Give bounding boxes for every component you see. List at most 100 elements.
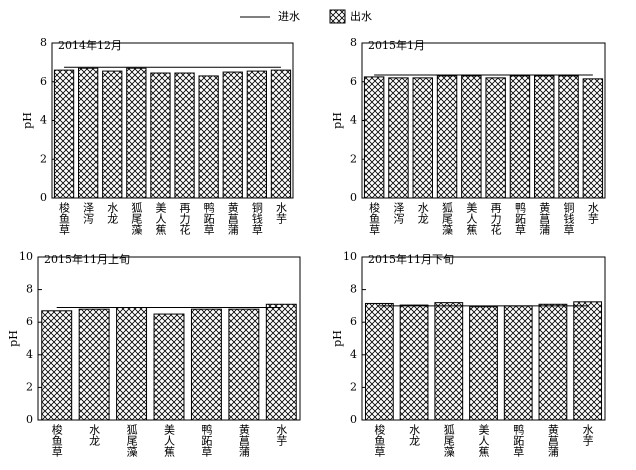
y-tick-label: 8 (350, 283, 357, 296)
x-tick-label: 黄菖蒲 (237, 423, 250, 457)
bar (198, 75, 219, 199)
bar (265, 303, 297, 421)
bar (503, 305, 533, 421)
y-tick-label: 10 (19, 250, 33, 263)
x-tick-label: 鸭跖草 (513, 202, 526, 235)
x-tick-label: 梭鱼草 (368, 201, 381, 235)
bar (582, 78, 604, 199)
x-tick-label: 水龙 (416, 202, 429, 224)
y-tick-label: 6 (40, 75, 47, 88)
chart-title: 2015年1月 (368, 38, 425, 52)
bar (436, 75, 458, 199)
legend-label: 进水 (278, 10, 300, 23)
y-tick-label: 2 (26, 380, 33, 393)
x-tick-label: 泽泻 (82, 202, 95, 224)
y-tick-label: 2 (350, 152, 357, 165)
y-tick-label: 0 (350, 413, 357, 426)
bar (150, 72, 171, 199)
y-tick-label: 10 (343, 250, 357, 263)
bar (485, 77, 506, 199)
x-tick-label: 水龙 (88, 424, 101, 446)
bar (41, 310, 73, 421)
x-tick-label: 水龙 (106, 202, 119, 224)
chart-title: 2015年11月下旬 (368, 252, 454, 266)
bar (573, 301, 603, 421)
bar (270, 69, 292, 199)
bar (461, 75, 482, 199)
bar (53, 69, 75, 199)
y-tick-label: 4 (350, 114, 357, 127)
bar (102, 70, 123, 199)
x-tick-label: 黄菖蒲 (538, 201, 551, 235)
legend-swatch (329, 9, 346, 24)
bar (78, 308, 110, 421)
x-tick-label: 再力花 (178, 202, 191, 235)
y-tick-label: 6 (350, 315, 357, 328)
x-tick-label: 铜钱草 (250, 201, 263, 235)
y-tick-label: 0 (26, 413, 33, 426)
bar (364, 302, 394, 421)
bar (116, 307, 148, 421)
x-tick-label: 水芋 (586, 202, 599, 224)
legend: 进水 出水 (240, 9, 372, 24)
bar (509, 75, 531, 199)
bar (126, 67, 147, 199)
y-axis-label: pH (331, 112, 344, 129)
bar (153, 313, 185, 421)
x-tick-label: 美人蕉 (465, 202, 478, 236)
bar (78, 67, 99, 199)
bar (190, 308, 222, 421)
y-tick-label: 4 (40, 114, 47, 127)
y-tick-label: 0 (350, 191, 357, 204)
bar (222, 71, 243, 199)
bar (412, 77, 433, 199)
y-tick-label: 2 (40, 152, 47, 165)
y-tick-label: 4 (350, 348, 357, 361)
bar (246, 70, 267, 199)
x-tick-label: 鸭跖草 (200, 424, 213, 457)
bar (558, 75, 579, 199)
x-tick-label: 美人蕉 (163, 424, 176, 458)
y-tick-label: 0 (40, 191, 47, 204)
x-tick-label: 美人蕉 (477, 424, 490, 458)
x-tick-label: 狐尾藻 (442, 423, 455, 458)
x-tick-label: 狐尾藻 (130, 201, 143, 236)
bar (388, 77, 409, 199)
legend-label: 出水 (350, 9, 372, 23)
x-tick-label: 鸭跖草 (512, 424, 525, 457)
bar (538, 303, 568, 421)
x-tick-label: 梭鱼草 (58, 201, 71, 235)
y-tick-label: 8 (40, 36, 47, 49)
y-tick-label: 8 (26, 283, 33, 296)
y-tick-label: 6 (350, 75, 357, 88)
y-axis-label: pH (331, 330, 344, 347)
bar (363, 76, 385, 199)
bar (228, 308, 260, 421)
x-tick-label: 再力花 (489, 202, 502, 235)
x-tick-label: 铜钱草 (562, 201, 575, 235)
x-tick-label: 黄菖蒲 (226, 201, 239, 235)
chart-title: 2014年12月 (58, 38, 122, 52)
y-tick-label: 4 (26, 348, 33, 361)
y-tick-label: 8 (350, 36, 357, 49)
x-tick-label: 泽泻 (392, 202, 405, 224)
x-tick-label: 水芋 (581, 424, 594, 446)
bar (469, 306, 498, 421)
x-tick-label: 美人蕉 (154, 202, 167, 236)
x-tick-label: 鸭跖草 (202, 202, 215, 235)
x-tick-label: 水芋 (274, 202, 287, 224)
y-axis-label: pH (21, 112, 34, 129)
bar (434, 302, 464, 421)
y-tick-label: 2 (350, 380, 357, 393)
y-axis-label: pH (7, 330, 20, 347)
bar (399, 304, 429, 421)
x-tick-label: 水龙 (408, 424, 421, 446)
y-tick-label: 6 (26, 315, 33, 328)
x-tick-label: 狐尾藻 (125, 423, 138, 458)
x-tick-label: 水芋 (275, 424, 288, 446)
x-tick-label: 黄菖蒲 (546, 423, 559, 457)
x-tick-label: 狐尾藻 (441, 201, 454, 236)
x-tick-label: 梭鱼草 (50, 423, 63, 457)
bar (534, 75, 555, 199)
bar (174, 72, 195, 199)
